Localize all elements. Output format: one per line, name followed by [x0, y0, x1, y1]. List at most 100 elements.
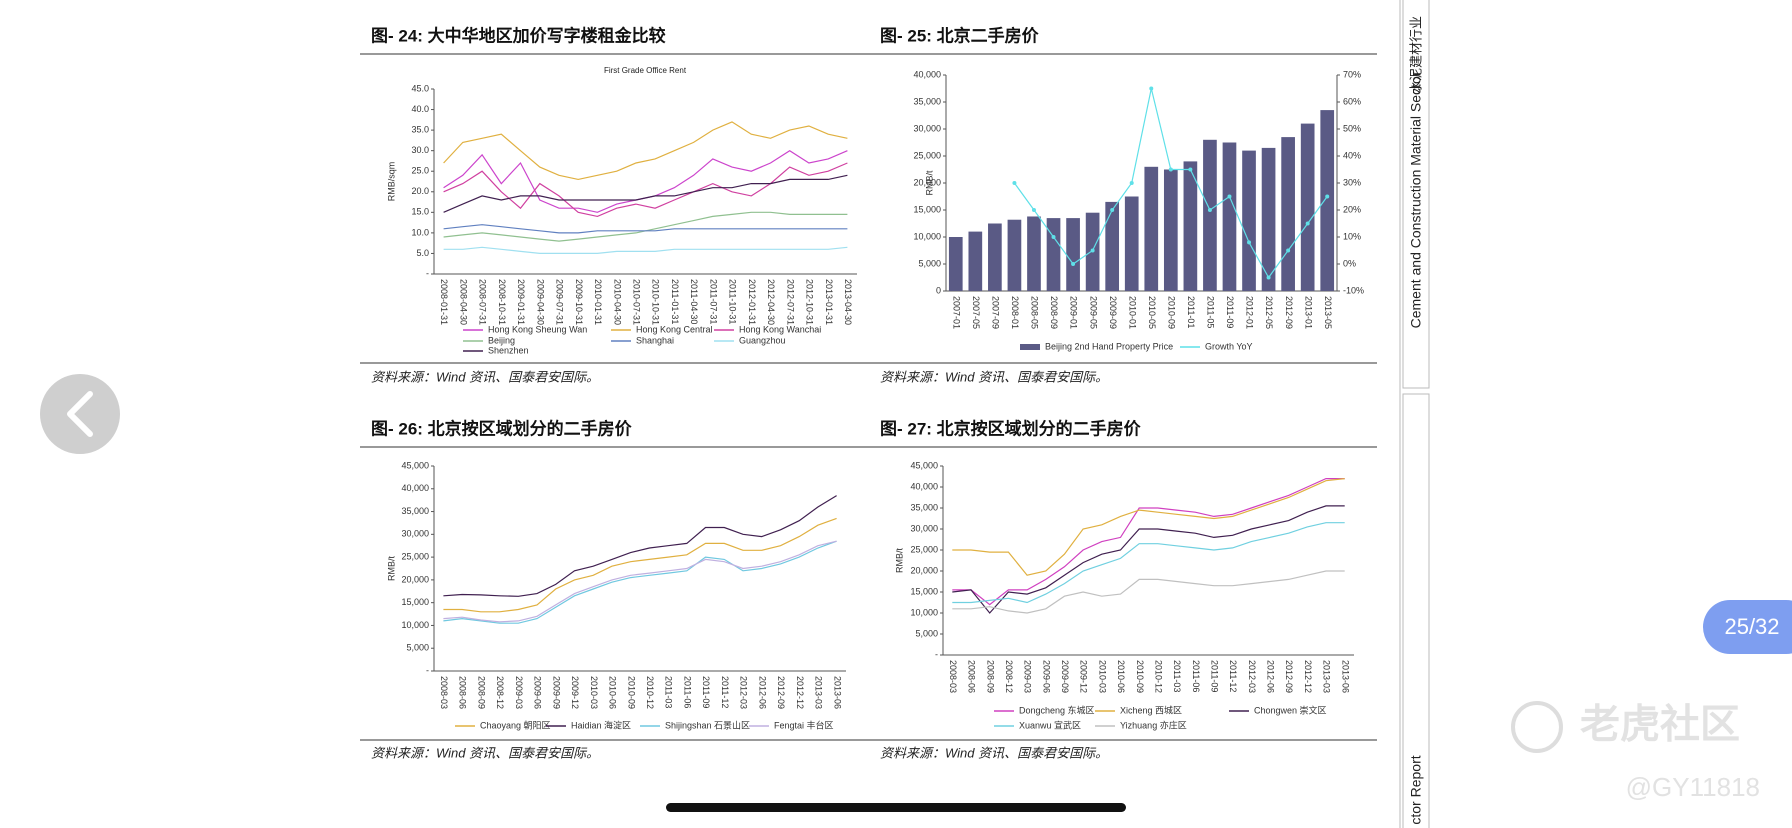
bar: [1183, 161, 1198, 291]
y-tick-label: -: [426, 268, 429, 278]
x-tick-label: 2009-09: [1108, 296, 1118, 329]
x-tick-label: 2012-06: [1266, 660, 1276, 693]
y-tick-label: 30,000: [913, 123, 941, 133]
line: [952, 570, 1345, 614]
line: [443, 162, 848, 218]
x-tick-label: 2011-09: [1210, 660, 1220, 692]
line: [443, 495, 837, 597]
figure-title: 图- 25: 北京二手房价: [880, 25, 1040, 45]
y-axis-label: RMB/t: [924, 170, 934, 196]
y-tick-label: 30.0: [411, 145, 429, 155]
figure-title: 图- 24: 大中华地区加价写字楼租金比较: [371, 25, 666, 45]
bar: [1066, 218, 1080, 291]
x-tick-label: 2011-01: [1186, 296, 1196, 328]
x-tick-label: 2012-12: [795, 676, 805, 709]
line-marker: [1305, 221, 1310, 226]
legend-label: Fengtai 丰台区: [774, 719, 834, 730]
x-tick-label: 2010-06: [608, 676, 618, 709]
x-tick-label: 2008-05: [1030, 296, 1040, 329]
line-marker: [1227, 194, 1232, 199]
x-tick-label: 2008-09: [1049, 296, 1059, 329]
x-tick-label: 2008-03: [439, 676, 449, 709]
figure-title: 图- 27: 北京按区域划分的二手房价: [880, 418, 1142, 438]
x-tick-label: 2012-12: [1303, 660, 1313, 693]
line: [952, 478, 1345, 606]
y-tick-label: 20,000: [401, 574, 429, 584]
x-tick-label: 2009-07-31: [555, 279, 565, 325]
line: [443, 517, 837, 613]
legend-label: Shanghai: [636, 335, 674, 345]
legend-label: Chaoyang 朝阳区: [480, 720, 551, 730]
source-note: 资料来源：Wind 资讯、国泰君安国际。: [880, 369, 1108, 384]
x-tick-label: 2010-09: [626, 676, 636, 709]
bar: [1105, 201, 1120, 291]
x-tick-label: 2008-10-31: [497, 279, 507, 325]
line-marker: [1247, 240, 1252, 245]
y-tick-label: 15,000: [401, 597, 429, 607]
bar: [988, 223, 1002, 291]
y-tick-label: 45,000: [401, 460, 429, 470]
bar: [1261, 147, 1276, 291]
x-tick-label: 2013-01: [1303, 296, 1313, 329]
bar: [1222, 142, 1237, 291]
x-tick-label: 2011-06: [1191, 660, 1201, 692]
y-tick-label: 15.0: [411, 207, 429, 217]
x-tick-label: 2011-03: [664, 676, 674, 708]
x-tick-label: 2012-09: [1284, 660, 1294, 693]
x-tick-label: 2011-12: [720, 676, 730, 708]
line: [443, 246, 848, 254]
y2-tick-label: 60%: [1343, 96, 1361, 106]
page-indicator-bg: [1703, 600, 1792, 654]
x-tick-label: 2009-10-31: [574, 279, 584, 325]
line-marker: [1325, 194, 1330, 199]
back-button[interactable]: [40, 374, 120, 454]
x-tick-label: 2009-04-30: [535, 279, 545, 325]
line-marker: [1188, 167, 1193, 172]
line-marker: [1149, 86, 1154, 91]
x-tick-label: 2009-05: [1088, 296, 1098, 329]
x-tick-label: 2010-09: [1135, 660, 1145, 693]
x-tick-label: 2010-04-30: [612, 279, 622, 325]
sidebar-text: ctor Report: [1408, 755, 1424, 824]
y2-tick-label: 10%: [1343, 231, 1361, 241]
x-tick-label: 2010-01: [1127, 296, 1137, 329]
line-marker: [1071, 262, 1076, 266]
bar: [1124, 196, 1139, 291]
legend-label: Beijing: [488, 335, 515, 345]
y2-tick-label: 50%: [1343, 123, 1361, 133]
x-tick-label: 2008-03: [948, 660, 958, 693]
watermark: 老虎社区: [1580, 703, 1740, 747]
line-marker: [1266, 275, 1271, 280]
back-button-bg[interactable]: [40, 374, 120, 454]
chart-title: First Grade Office Rent: [604, 66, 687, 75]
x-tick-label: 2010-10-31: [651, 279, 661, 325]
y2-tick-label: 70%: [1343, 69, 1361, 79]
legend-label: Xuanwu 宣武区: [1019, 719, 1081, 730]
legend-label: Dongcheng 东城区: [1019, 704, 1095, 715]
x-tick-label: 2007-01: [951, 296, 961, 329]
y-tick-label: 10,000: [913, 231, 941, 241]
line-marker: [1129, 181, 1134, 185]
back-icon[interactable]: [67, 391, 93, 437]
y-tick-label: 40,000: [910, 481, 938, 491]
legend-label: Growth YoY: [1205, 341, 1253, 351]
x-tick-label: 2012-09: [1284, 296, 1294, 329]
x-tick-label: 2008-09: [476, 676, 486, 709]
x-tick-label: 2008-06: [458, 676, 468, 709]
y-tick-label: 25.0: [411, 166, 429, 176]
x-tick-label: 2013-05: [1323, 296, 1333, 329]
line: [443, 224, 848, 234]
x-tick-label: 2013-04-30: [843, 279, 853, 325]
x-tick-label: 2009-06: [1041, 660, 1051, 693]
legend-label: Shenzhen: [488, 345, 529, 355]
sidebar-text: 水泥建材行业: [1408, 16, 1423, 94]
x-tick-label: 2010-03: [589, 676, 599, 709]
y2-tick-label: 40%: [1343, 150, 1361, 160]
line-marker: [1051, 235, 1056, 239]
y-tick-label: 20.0: [411, 186, 429, 196]
legend-swatch: [1020, 344, 1040, 350]
x-tick-label: 2009-03: [514, 676, 524, 709]
line: [443, 540, 837, 623]
line: [443, 121, 848, 181]
